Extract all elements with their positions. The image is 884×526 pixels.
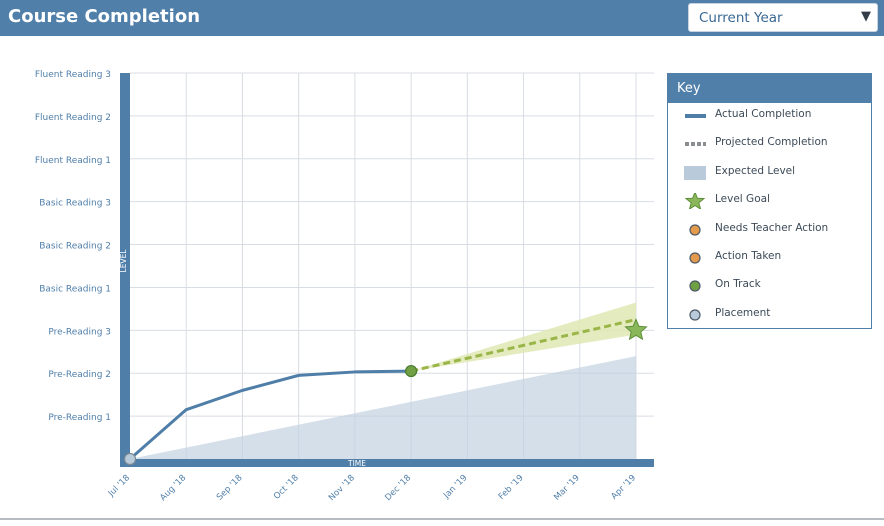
footer-divider [0,518,884,520]
key-item-label: Expected Level [715,164,796,177]
key-item: Needs Teacher Action [668,219,871,241]
area-swatch-icon [684,165,706,181]
key-item-label: Action Taken [715,250,782,262]
x-axis-bar [120,459,654,467]
placement-marker [123,452,137,466]
y-tick-label: Fluent Reading 2 [35,113,111,123]
chevron-down-icon: ▼ [861,9,871,24]
x-tick-label: Aug '18 [158,473,188,503]
dot-icon [684,307,706,323]
y-tick-label: Basic Reading 1 [39,284,111,294]
key-item: Projected Completion [668,133,871,155]
x-tick-label: Jul '18 [106,473,132,499]
page-title: Course Completion [8,6,201,27]
year-select-value: Current Year [699,10,783,26]
key-item-label: Needs Teacher Action [715,221,829,234]
dashed-line-icon [684,136,706,152]
key-title: Key [668,74,871,103]
projected-completion-line [410,318,637,373]
solid-line-icon [684,108,706,124]
x-tick-label: Dec '18 [383,473,413,503]
y-axis-bar [120,73,130,467]
dot-icon [684,222,706,238]
key-item: Placement [668,304,871,326]
y-tick-label: Basic Reading 2 [39,242,111,252]
on-track-marker [405,364,418,378]
y-tick-label: Fluent Reading 3 [35,70,111,80]
key-item: Actual Completion [668,105,871,127]
projection-band [411,302,636,372]
x-tick-label: Apr '19 [609,473,638,502]
key-item-label: On Track [715,278,761,291]
y-tick-label: Fluent Reading 1 [35,156,111,166]
star-icon [684,190,706,211]
y-tick-label: Pre-Reading 3 [48,327,111,337]
y-tick-label: Pre-Reading 2 [48,370,111,380]
x-tick-label: Oct '18 [272,473,301,502]
key-item: Level Goal [668,190,871,212]
course-completion-chart: LEVEL TIME Pre-Reading 1 Pre-Reading 2 Pre-R… [0,36,884,516]
key-item-label: Level Goal [715,193,770,206]
dot-icon [684,278,706,294]
key-item-label: Placement [715,306,771,319]
y-tick-label: Pre-Reading 1 [48,413,111,423]
x-axis-label: TIME [347,459,366,468]
key-item: On Track [668,275,871,297]
x-tick-label: Feb '19 [497,473,526,502]
key-panel: Key Actual Completion Projected Completio… [667,73,872,329]
y-axis-label: LEVEL [119,249,128,273]
key-item-label: Projected Completion [715,136,828,149]
key-item: Action Taken [668,247,871,269]
level-goal-star [624,317,648,341]
chart-svg: LEVEL TIME Pre-Reading 1 Pre-Reading 2 Pre-R… [35,70,654,503]
actual-completion-line [128,369,413,461]
page-header: Course Completion Current Year ▼ [0,0,884,36]
x-tick-label: Mar '19 [552,473,582,503]
year-select[interactable]: Current Year ▼ [688,3,878,32]
key-item: Expected Level [668,162,871,184]
y-tick-label: Basic Reading 3 [39,199,111,209]
expected-level-area [130,356,636,459]
x-tick-label: Nov '18 [327,473,357,503]
x-tick-label: Sep '18 [215,473,245,503]
dot-icon [684,250,706,266]
key-item-label: Actual Completion [715,108,812,120]
x-tick-label: Jan '19 [441,473,469,501]
